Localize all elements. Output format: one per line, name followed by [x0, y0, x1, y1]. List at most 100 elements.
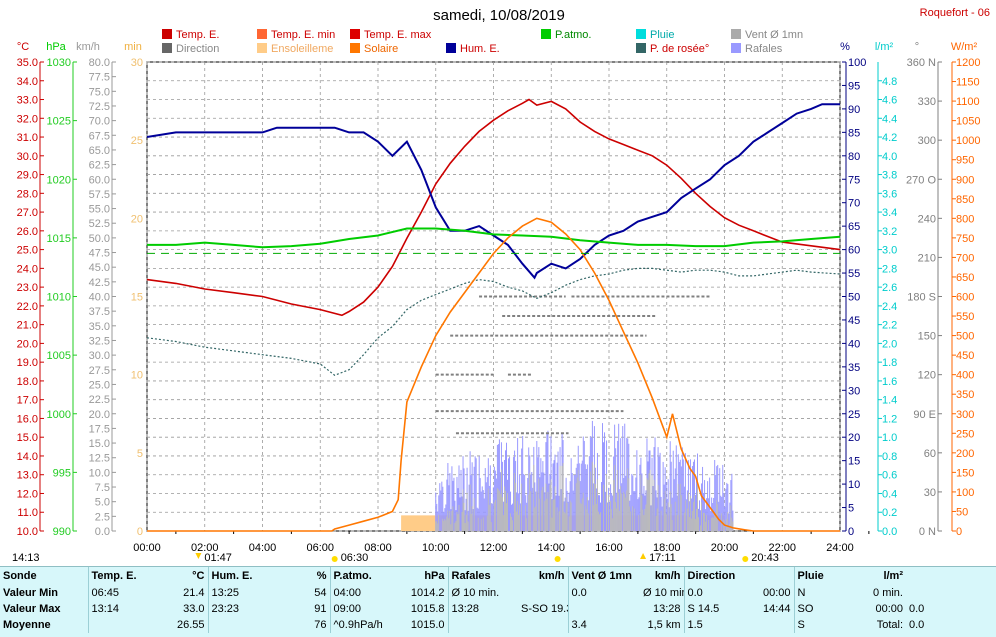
rain-axis-unit: l/m²	[875, 41, 894, 53]
summary-cell: ^0.9hPa/h	[329, 617, 404, 633]
x-tick-label: 14:00	[537, 542, 565, 554]
summary-cell: S	[793, 617, 866, 633]
minutes-axis-unit: min	[124, 41, 142, 53]
summary-cell	[754, 617, 794, 633]
summary-header-cell: km/h	[654, 570, 681, 582]
summary-cell: 13:28	[447, 601, 518, 617]
summary-cell: 04:00	[329, 585, 404, 601]
humidity-tick-label: 20	[848, 432, 860, 444]
solar-tick-label: 1150	[956, 77, 980, 89]
solar-tick-label: 150	[956, 467, 974, 479]
rain-tick-label: 4.6	[882, 95, 897, 107]
humidity-tick-label: 90	[848, 104, 860, 116]
sun-marker	[742, 556, 749, 562]
wind-tick-label: 7.5	[95, 482, 110, 494]
humidity-tick-label: 25	[848, 409, 860, 421]
legend-label: Temp. E.	[176, 29, 219, 41]
minutes-tick-label: 20	[131, 213, 143, 225]
summary-cell	[87, 617, 160, 633]
series-line-p-de-ros-e	[146, 267, 841, 376]
legend-swatch	[350, 43, 360, 53]
wind-tick-label: 47.5	[89, 248, 110, 260]
wind-tick-label: 17.5	[89, 423, 110, 435]
direction-tick-label: 120	[918, 370, 936, 382]
series-line-solaire	[147, 217, 840, 532]
legend-swatch	[636, 29, 646, 39]
summary-cell	[567, 601, 640, 617]
temp-tick-label: 35.0	[17, 57, 38, 69]
wind-tick-label: 0.0	[95, 526, 110, 538]
temp-tick-label: 21.0	[17, 320, 38, 332]
sun-marker	[554, 556, 561, 562]
direction-tick-label: 60	[924, 448, 936, 460]
bars-layer	[401, 295, 734, 531]
wind-tick-label: 55.0	[89, 204, 110, 216]
rain-tick-label: 2.4	[882, 301, 897, 313]
humidity-tick-label: 95	[848, 80, 860, 92]
solar-tick-label: 700	[956, 252, 974, 264]
summary-cell: 23:23	[207, 601, 284, 617]
rain-tick-label: 4.2	[882, 132, 897, 144]
solar-tick-label: 1100	[956, 96, 980, 108]
wind-tick-label: 32.5	[89, 335, 110, 347]
humidity-tick-label: 5	[848, 503, 854, 515]
temp-tick-label: 15.0	[17, 432, 38, 444]
solar-tick-label: 800	[956, 213, 974, 225]
direction-tick-label: 240	[918, 213, 936, 225]
rain-tick-label: 1.0	[882, 432, 897, 444]
direction-tick-label: 270 O	[906, 174, 936, 186]
summary-cell: 0 min.	[873, 587, 903, 599]
wind-tick-label: 70.0	[89, 116, 110, 128]
summary-cell	[518, 585, 568, 601]
minutes-tick-label: 25	[131, 135, 143, 147]
sun-marker	[331, 556, 338, 562]
wind-tick-label: 60.0	[89, 174, 110, 186]
pressure-tick-label: 1020	[47, 174, 71, 186]
humidity-tick-label: 75	[848, 174, 860, 186]
summary-cell: SO	[793, 601, 866, 617]
summary-header-cell: %	[316, 570, 327, 582]
legend-item-pluie: Pluie	[636, 29, 674, 41]
rain-tick-label: 0.6	[882, 470, 897, 482]
ticks-layer: 10.0 11.0 12.0 13.0 14.0 15.0 16.0 17.0 18.0 19.0…	[17, 57, 981, 554]
rain-tick-label: 2.2	[882, 320, 897, 332]
humidity-tick-label: 55	[848, 268, 860, 280]
summary-cell: 1014.2	[410, 587, 445, 599]
summary-header-cell: Vent Ø 1mn	[567, 567, 640, 585]
pressure-axis-unit: hPa	[46, 41, 66, 53]
summary-row-label: Valeur Max	[3, 603, 61, 615]
rain-tick-label: 3.8	[882, 170, 897, 182]
summary-cell	[906, 585, 996, 601]
wind-tick-label: 80.0	[89, 57, 110, 69]
wind-tick-label: 37.5	[89, 306, 110, 318]
legend-swatch	[446, 43, 456, 53]
summary-header-row: Sonde Temp. E. °C Hum. E.% P.atmo. hPa Rafales…	[0, 567, 996, 585]
minutes-tick-label: 0	[137, 526, 143, 538]
wind-tick-label: 50.0	[89, 233, 110, 245]
humidity-tick-label: 100	[848, 57, 866, 69]
summary-cell: 91	[314, 603, 327, 615]
wind-tick-label: 45.0	[89, 262, 110, 274]
humidity-tick-label: 45	[848, 315, 860, 327]
legend-label: Hum. E.	[460, 43, 500, 55]
summary-cell	[207, 617, 284, 633]
rain-tick-label: 0.0	[882, 526, 897, 538]
series-line-hum-e	[146, 103, 840, 280]
rain-tick-label: 0.2	[882, 507, 897, 519]
humidity-tick-label: 65	[848, 221, 860, 233]
temp-tick-label: 13.0	[17, 470, 38, 482]
direction-axis-unit: °	[915, 41, 919, 53]
humidity-tick-label: 85	[848, 127, 860, 139]
summary-cell: 06:45	[87, 585, 160, 601]
solar-tick-label: 900	[956, 174, 974, 186]
x-tick-label: 12:00	[480, 542, 508, 554]
summary-cell: 00:00	[762, 587, 791, 599]
rain-tick-label: 3.6	[882, 188, 897, 200]
temp-tick-label: 30.0	[17, 151, 38, 163]
minutes-tick-label: 15	[131, 292, 143, 304]
wind-tick-label: 2.5	[95, 511, 110, 523]
humidity-tick-label: 80	[848, 151, 860, 163]
summary-row: Valeur Min 06:45 21.4 13:25 54 04:00 1014.2 Ø 1…	[0, 585, 996, 601]
x-tick-label: 18:00	[653, 542, 681, 554]
wind-tick-label: 77.5	[89, 72, 110, 84]
